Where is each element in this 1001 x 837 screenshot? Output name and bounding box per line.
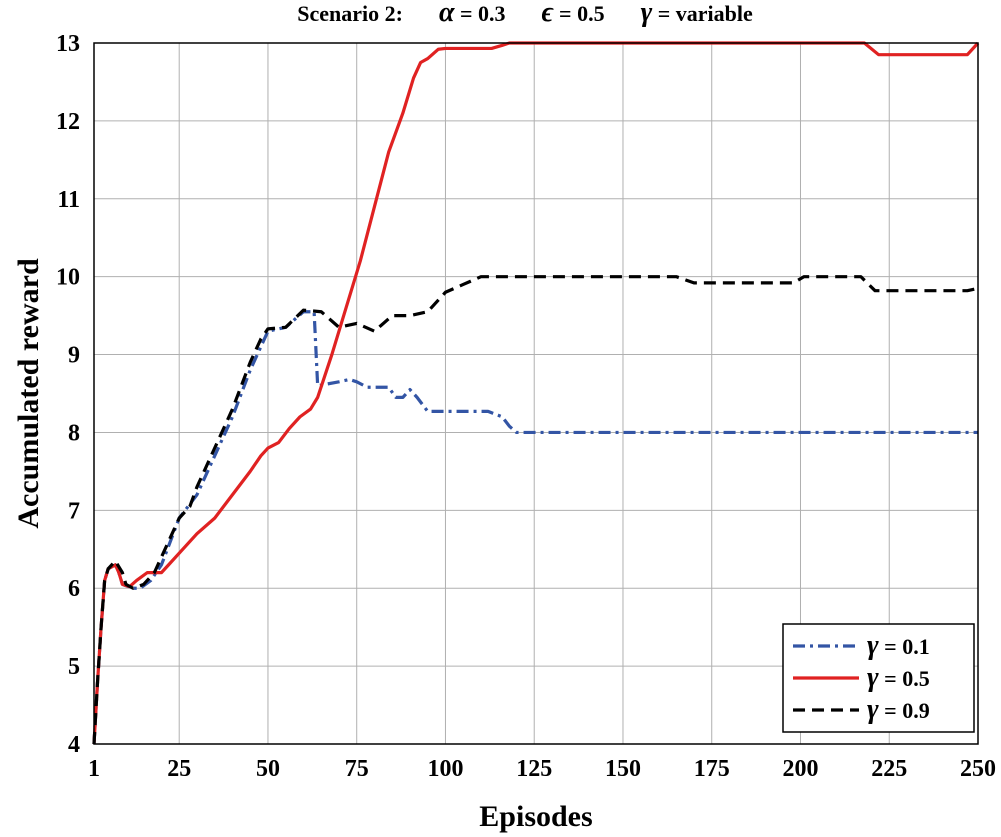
title-param-symbol: γ [641,0,653,28]
legend-value: = 0.5 [879,666,930,691]
y-tick-label: 7 [68,498,80,524]
x-tick-label: 25 [167,756,191,782]
legend-label-3: γ = 0.9 [867,694,930,725]
legend-label-1: γ = 0.1 [867,630,930,661]
y-tick-label: 13 [56,31,80,57]
legend-value: = 0.1 [879,634,930,659]
x-tick-label: 50 [256,756,280,782]
x-tick-label: 175 [694,756,730,782]
y-tick-label: 10 [56,265,80,291]
y-tick-label: 12 [56,109,80,135]
y-tick-label: 9 [68,343,80,369]
series-lines [92,41,980,745]
title-param-symbol: ϵ [541,0,554,28]
legend-value: = 0.9 [879,698,930,723]
x-tick-label: 100 [427,756,463,782]
title-param-symbol: α [439,0,455,28]
x-axis-label: Episodes [479,800,592,833]
x-tick-label: 200 [782,756,818,782]
chart-title: Scenario 2: α = 0.3 ϵ = 0.5 γ = variable [297,0,753,28]
x-tick-label: 125 [516,756,552,782]
title-param-value: = variable [652,1,753,26]
plot-frame [93,42,979,745]
y-tick-label: 11 [57,187,80,213]
y-tick-label: 6 [68,576,80,602]
legend-symbol: γ [867,630,879,661]
legend-symbol: γ [867,662,879,693]
x-tick-label: 1 [88,756,100,782]
chart-title-text: Scenario 2: α = 0.3 ϵ = 0.5 γ = variable [297,0,753,28]
series-line-3 [92,275,979,745]
y-tick-label: 5 [68,654,80,680]
legend-symbol: γ [867,694,879,725]
title-param-value: = 0.3 [454,1,505,26]
x-tick-label: 250 [960,756,996,782]
y-tick-labels: 4 5 6 7 8 9 10 11 12 13 [56,31,80,758]
x-tick-label: 225 [871,756,907,782]
x-tick-label: 75 [345,756,369,782]
title-prefix: Scenario 2: [297,1,403,26]
x-tick-label: 150 [605,756,641,782]
y-tick-label: 8 [68,420,80,446]
legend: γ = 0.1γ = 0.5γ = 0.9 [782,623,975,733]
legend-label-2: γ = 0.5 [867,662,930,693]
series-line-2 [92,41,980,745]
y-tick-label: 4 [68,732,80,758]
x-tick-labels: 1 25 50 75 100 125 150 175 200 225 250 [88,756,996,782]
y-axis-label: Accumulated reward [12,258,45,529]
title-param-value: = 0.5 [554,1,605,26]
